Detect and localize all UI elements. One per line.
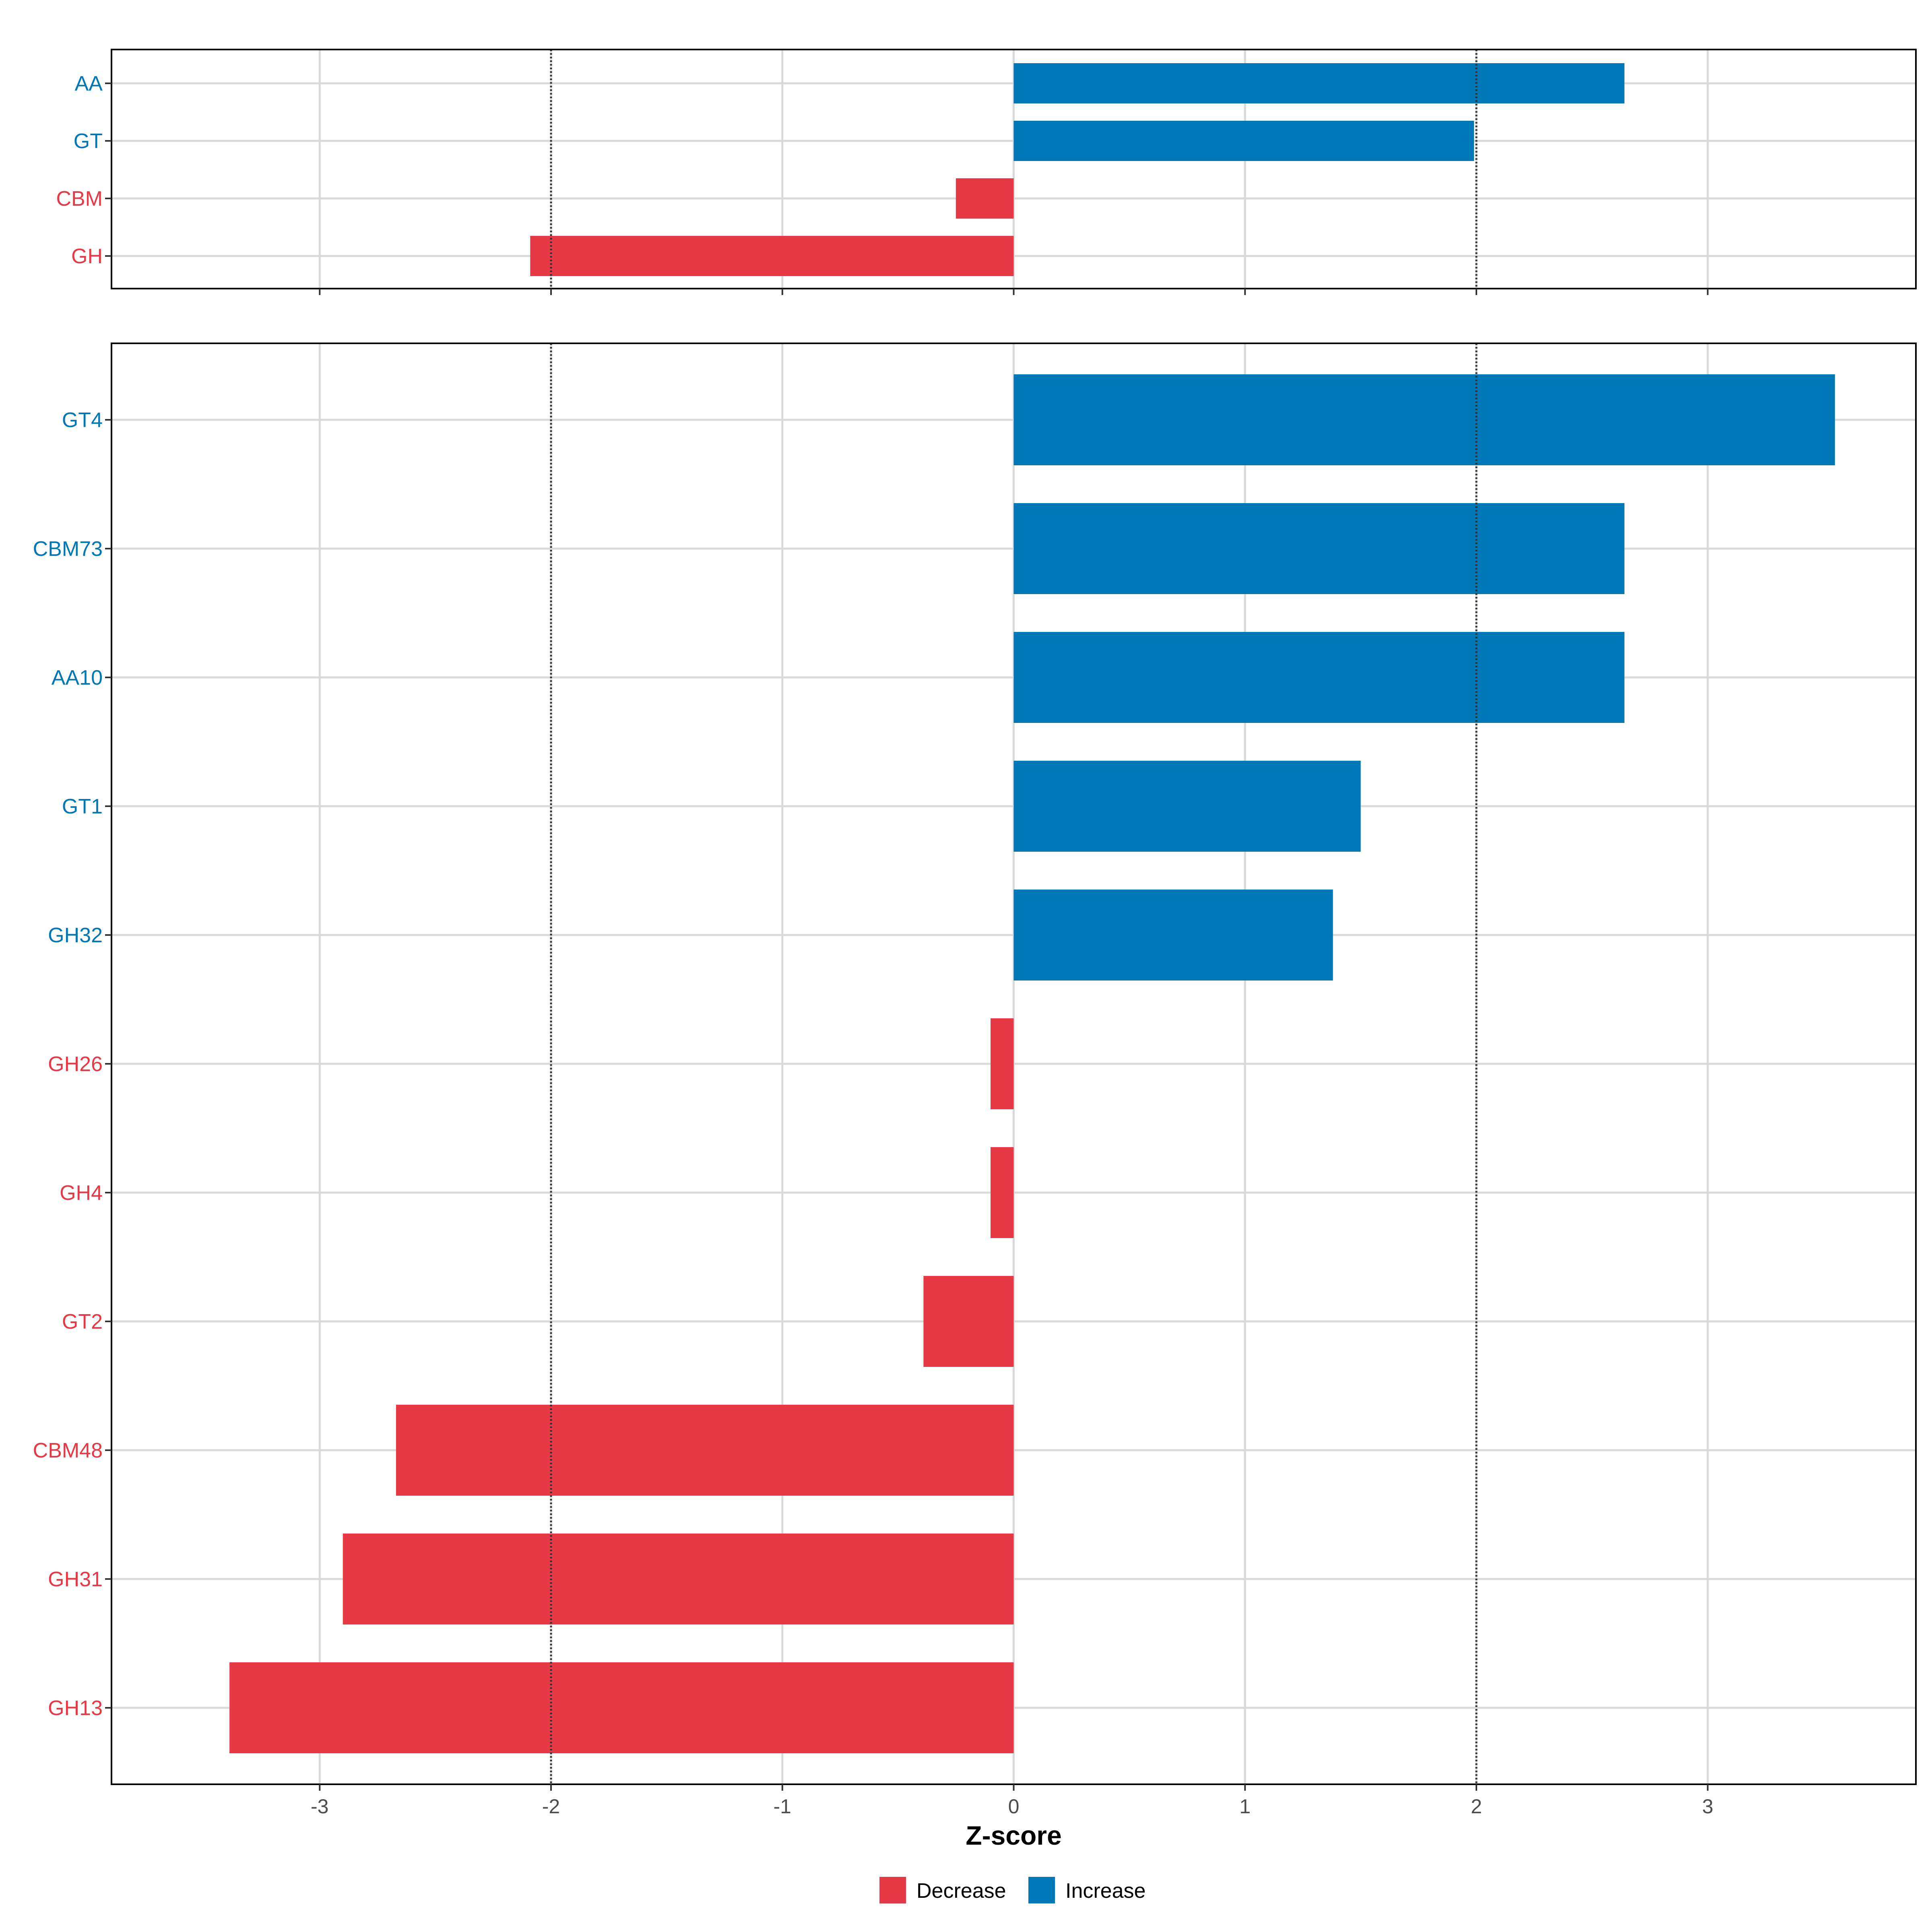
legend-label-decrease: Decrease	[916, 1879, 1006, 1903]
bar-gt2	[923, 1276, 1014, 1367]
y-tick-label: GH13	[48, 1697, 103, 1720]
x-tick-label: 1	[1239, 1795, 1251, 1818]
bar-aa	[1013, 63, 1624, 103]
bar-gh31	[343, 1534, 1014, 1624]
bar-gt	[1013, 121, 1474, 161]
x-tick-label: 3	[1702, 1795, 1713, 1818]
y-tick-label: GH32	[48, 924, 103, 947]
y-tick-label: GH4	[60, 1181, 103, 1205]
y-tick-label: GT4	[62, 409, 103, 432]
bar-gt4	[1013, 374, 1835, 465]
bar-gt1	[1013, 761, 1361, 852]
x-axis: -3 -2 -1 0 1 2 3	[311, 1795, 1713, 1818]
top-panel: AA GT CBM GH	[56, 49, 1917, 295]
legend-swatch-increase	[1028, 1877, 1055, 1903]
x-tick-label: -3	[311, 1795, 328, 1818]
x-tick-label: 0	[1008, 1795, 1020, 1818]
bar-gh	[530, 236, 1014, 276]
bar-gh26	[991, 1018, 1014, 1109]
legend-label-increase: Increase	[1065, 1879, 1146, 1903]
legend: Decrease Increase	[879, 1877, 1146, 1903]
bar-cbm48	[396, 1405, 1014, 1496]
y-tick-label: GT	[74, 130, 103, 153]
x-tick-label: -2	[542, 1795, 560, 1818]
legend-swatch-decrease	[879, 1877, 906, 1903]
bar-cbm	[956, 178, 1014, 219]
x-tick-label: 2	[1471, 1795, 1482, 1818]
y-tick-label: AA	[75, 72, 103, 95]
bottom-panel: GT4 CBM73 AA10 GT1 GH32 GH26 GH4 GT2 CBM48 GH31 GH…	[33, 343, 1917, 1791]
x-tick-label: -1	[774, 1795, 791, 1818]
bar-gh32	[1013, 890, 1333, 980]
y-tick-label: GT2	[62, 1310, 103, 1333]
x-axis-title: Z-score	[966, 1821, 1061, 1850]
y-tick-label: CBM	[56, 187, 103, 211]
y-tick-label: GT1	[62, 795, 103, 818]
y-tick-label: CBM48	[33, 1439, 103, 1462]
y-tick-label: GH26	[48, 1053, 103, 1076]
bar-aa10	[1013, 632, 1624, 723]
bar-gh13	[229, 1662, 1014, 1753]
bar-gh4	[991, 1147, 1014, 1238]
y-tick-label: GH	[71, 245, 103, 268]
y-tick-label: CBM73	[33, 537, 103, 561]
y-tick-label: GH31	[48, 1568, 103, 1591]
y-tick-label: AA10	[52, 666, 103, 689]
bar-cbm73	[1013, 503, 1624, 594]
